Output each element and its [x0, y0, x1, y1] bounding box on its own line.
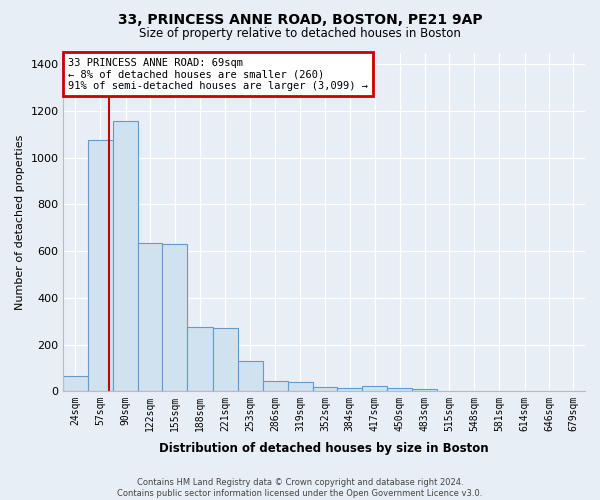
Bar [88, 140, 113, 392]
Bar [337, 388, 362, 392]
Bar [212, 328, 238, 392]
Bar [412, 389, 437, 392]
Bar [263, 381, 288, 392]
Bar [238, 361, 263, 392]
Bar [163, 244, 187, 392]
Bar [138, 243, 163, 392]
Bar [388, 388, 412, 392]
Text: Size of property relative to detached houses in Boston: Size of property relative to detached ho… [139, 28, 461, 40]
X-axis label: Distribution of detached houses by size in Boston: Distribution of detached houses by size … [159, 442, 489, 455]
Text: 33 PRINCESS ANNE ROAD: 69sqm
← 8% of detached houses are smaller (260)
91% of se: 33 PRINCESS ANNE ROAD: 69sqm ← 8% of det… [68, 58, 368, 91]
Y-axis label: Number of detached properties: Number of detached properties [15, 134, 25, 310]
Text: 33, PRINCESS ANNE ROAD, BOSTON, PE21 9AP: 33, PRINCESS ANNE ROAD, BOSTON, PE21 9AP [118, 12, 482, 26]
Bar [313, 387, 337, 392]
Text: Contains HM Land Registry data © Crown copyright and database right 2024.
Contai: Contains HM Land Registry data © Crown c… [118, 478, 482, 498]
Bar [113, 122, 138, 392]
Bar [288, 382, 313, 392]
Bar [63, 376, 88, 392]
Bar [362, 386, 388, 392]
Bar [187, 327, 212, 392]
